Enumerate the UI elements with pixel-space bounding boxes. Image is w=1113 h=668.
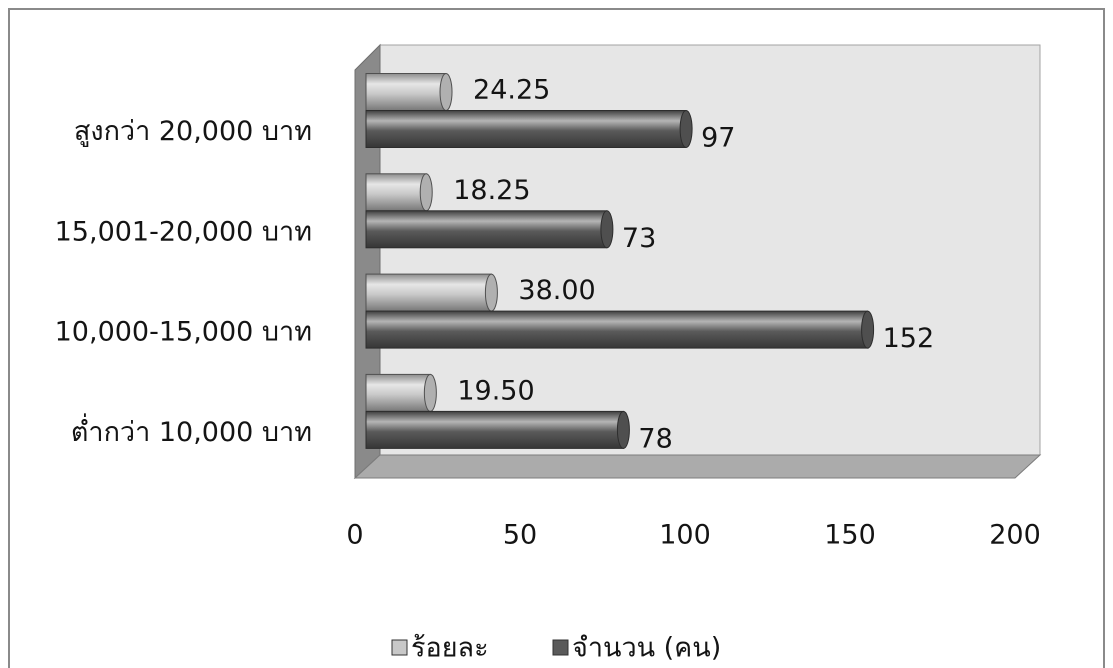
data-label-count: 152	[883, 323, 935, 354]
bar-percent-1	[365, 173, 433, 212]
bar-end-cap	[439, 73, 453, 111]
bar-count-2	[365, 310, 875, 349]
bar-percent-3	[365, 373, 437, 412]
data-label-count: 97	[701, 123, 735, 154]
bar-body	[365, 410, 624, 449]
bar-end-cap	[616, 410, 630, 449]
plot-floor	[353, 454, 1042, 479]
category-label: 15,001-20,000 บาท	[55, 216, 312, 247]
data-label-count: 73	[622, 223, 656, 254]
data-label-percent: 38.00	[518, 275, 595, 306]
bar-percent-0	[365, 73, 453, 111]
bar-body	[365, 273, 492, 312]
legend-label-count: จำนวน (คน)	[572, 633, 721, 664]
data-label-count: 78	[638, 423, 672, 454]
bar-end-cap	[419, 173, 433, 212]
category-axis: สูงกว่า 20,000 บาท 15,001-20,000 บาท 10,00…	[55, 116, 312, 448]
legend-swatch-percent	[391, 639, 408, 656]
category-label: สูงกว่า 20,000 บาท	[74, 116, 312, 147]
bar-body	[365, 310, 869, 349]
bar-count-3	[365, 410, 630, 449]
bar-body	[365, 73, 447, 111]
legend-label-percent: ร้อยละ	[411, 633, 489, 664]
data-labels: 24.25 97 18.25 73 38.00 152 19.50 78	[453, 75, 934, 455]
bars	[365, 73, 875, 449]
x-tick-label: 100	[659, 520, 711, 551]
category-label: 10,000-15,000 บาท	[55, 317, 312, 348]
data-label-percent: 19.50	[457, 375, 534, 406]
x-tick-label: 200	[989, 520, 1041, 551]
bar-body	[365, 173, 427, 212]
x-tick-label: 50	[503, 520, 537, 551]
bar-body	[365, 210, 608, 249]
bar-end-cap	[861, 310, 875, 349]
category-label: ต่ำกว่า 10,000 บาท	[71, 413, 312, 448]
legend: ร้อยละ จำนวน (คน)	[391, 633, 721, 664]
bar-end-cap	[423, 373, 437, 412]
x-tick-label: 0	[346, 520, 363, 551]
bar-body	[365, 110, 687, 148]
bar-end-cap	[484, 273, 498, 312]
bar-body	[365, 373, 431, 412]
x-tick-label: 150	[824, 520, 876, 551]
legend-swatch-count	[552, 639, 569, 656]
bar-end-cap	[600, 210, 614, 249]
value-axis: 0 50 100 150 200	[346, 520, 1040, 551]
data-label-percent: 24.25	[473, 75, 550, 106]
bar-count-0	[365, 110, 693, 148]
data-label-percent: 18.25	[453, 175, 530, 206]
bar-count-1	[365, 210, 614, 249]
bar-end-cap	[679, 110, 693, 148]
bar-percent-2	[365, 273, 498, 312]
chart-border	[8, 8, 1105, 668]
